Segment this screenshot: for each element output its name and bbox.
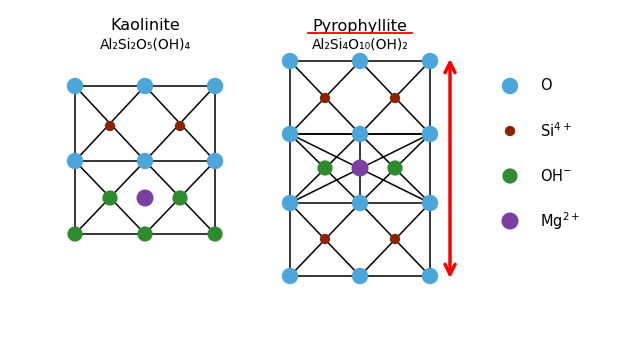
Point — [425, 131, 435, 137]
Point — [70, 231, 80, 237]
Point — [355, 58, 365, 64]
Point — [175, 123, 185, 129]
Point — [355, 131, 365, 137]
Point — [390, 165, 400, 171]
Point — [320, 165, 330, 171]
Point — [355, 165, 365, 171]
Point — [355, 200, 365, 206]
Point — [285, 131, 295, 137]
Point — [105, 195, 115, 201]
Point — [140, 158, 150, 164]
Point — [285, 200, 295, 206]
Text: OH$^{-}$: OH$^{-}$ — [540, 168, 572, 184]
Point — [425, 273, 435, 279]
Point — [425, 58, 435, 64]
Point — [390, 95, 400, 101]
Point — [175, 195, 185, 201]
Point — [425, 200, 435, 206]
Point — [140, 195, 150, 201]
Text: Al₂Si₄O₁₀(OH)₂: Al₂Si₄O₁₀(OH)₂ — [312, 37, 408, 51]
Point — [285, 58, 295, 64]
Text: Si$^{4+}$: Si$^{4+}$ — [540, 122, 572, 140]
Point — [210, 158, 220, 164]
Point — [390, 236, 400, 242]
Text: Pyrophyllite: Pyrophyllite — [312, 19, 408, 33]
Point — [70, 83, 80, 89]
Point — [320, 236, 330, 242]
Point — [505, 218, 515, 224]
Text: O: O — [540, 79, 552, 94]
Point — [105, 123, 115, 129]
Point — [505, 128, 515, 134]
Point — [210, 231, 220, 237]
Text: Mg$^{2+}$: Mg$^{2+}$ — [540, 210, 580, 232]
Point — [140, 231, 150, 237]
Text: Kaolinite: Kaolinite — [110, 19, 180, 33]
Point — [210, 83, 220, 89]
Point — [355, 273, 365, 279]
Point — [320, 95, 330, 101]
Point — [505, 83, 515, 89]
Point — [140, 83, 150, 89]
Point — [285, 273, 295, 279]
Text: Al₂Si₂O₅(OH)₄: Al₂Si₂O₅(OH)₄ — [99, 37, 191, 51]
Point — [70, 158, 80, 164]
Point — [505, 173, 515, 179]
